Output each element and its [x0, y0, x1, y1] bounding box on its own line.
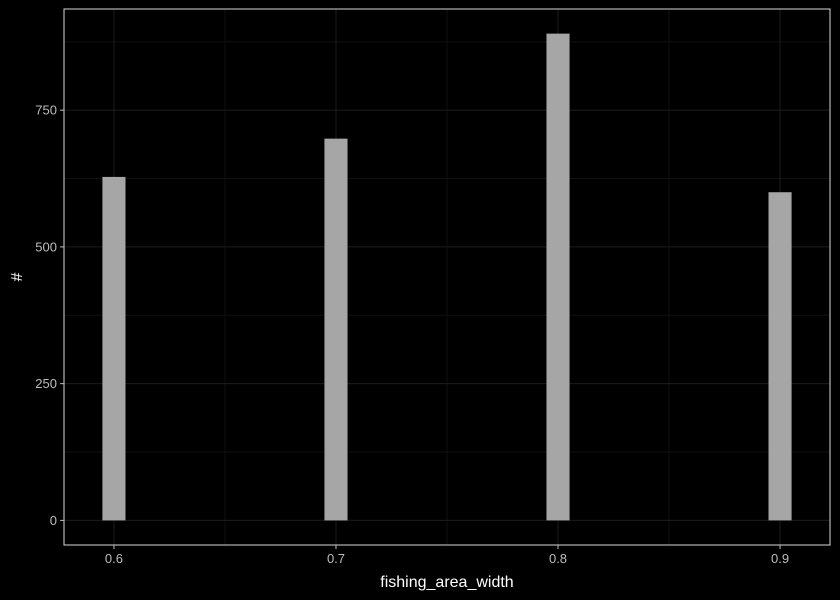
tick-label-layer: 0.6 0.7 0.8 0.9 0 250 500 750: [35, 103, 789, 566]
bar: [546, 33, 570, 521]
bar: [324, 138, 348, 521]
y-axis-title: #: [9, 272, 26, 281]
x-tick-label: 0.8: [549, 551, 567, 566]
axis-ticks-layer: [60, 109, 781, 549]
bar: [768, 192, 792, 521]
grid-layer: [64, 9, 830, 545]
bar-layer: [102, 33, 792, 521]
y-tick-label: 500: [35, 239, 57, 254]
y-tick-label: 750: [35, 103, 57, 118]
y-tick-label: 0: [50, 513, 57, 528]
panel-border: [63, 8, 831, 546]
x-tick-label: 0.7: [327, 551, 345, 566]
y-tick-label: 250: [35, 376, 57, 391]
x-axis-title: fishing_area_width: [380, 574, 513, 591]
bar: [102, 176, 126, 521]
x-tick-label: 0.6: [105, 551, 123, 566]
x-tick-label: 0.9: [771, 551, 789, 566]
